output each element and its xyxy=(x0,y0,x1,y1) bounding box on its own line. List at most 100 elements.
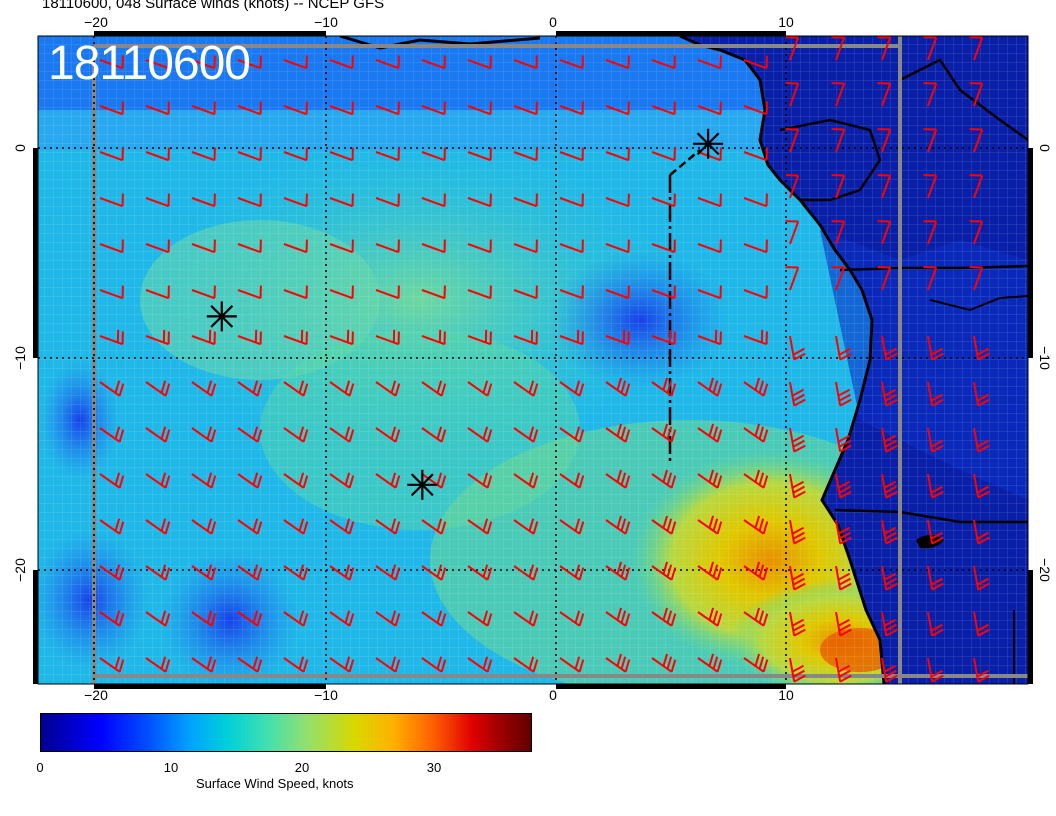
wind-barb xyxy=(789,335,806,361)
wind-barb xyxy=(605,607,631,627)
wind-barb xyxy=(467,147,492,162)
wind-barb xyxy=(329,55,354,70)
wind-barb xyxy=(375,285,400,300)
wind-barb xyxy=(927,381,944,407)
x-tick-label: −20 xyxy=(84,14,108,30)
wind-barb xyxy=(973,381,990,407)
wind-barb xyxy=(237,564,263,581)
wind-barb xyxy=(329,147,354,162)
wind-barb xyxy=(651,607,677,627)
wind-barb xyxy=(923,36,938,61)
wind-barb xyxy=(191,380,217,397)
wind-barb xyxy=(835,381,852,407)
wind-barb xyxy=(973,427,990,453)
wind-barb xyxy=(973,611,990,637)
wind-barb xyxy=(467,329,492,346)
wind-barb xyxy=(969,174,984,199)
colorbar-tick: 30 xyxy=(426,760,442,775)
wind-barb xyxy=(697,607,723,627)
wind-barb xyxy=(927,657,944,683)
track-marker-star xyxy=(407,469,438,500)
colorbar-tick: 0 xyxy=(36,760,44,775)
wind-barb xyxy=(697,469,723,489)
wind-barb xyxy=(237,193,262,208)
wind-barb xyxy=(421,610,447,627)
wind-barb xyxy=(467,610,493,627)
wind-barb xyxy=(973,565,990,591)
wind-barb xyxy=(421,472,447,489)
wind-barb xyxy=(329,101,354,116)
wind-barb xyxy=(99,193,124,208)
x-tick-label: −10 xyxy=(314,687,338,703)
wind-barb xyxy=(421,380,447,397)
wind-barb xyxy=(237,472,263,489)
wind-barb xyxy=(559,147,584,162)
wind-barb xyxy=(743,377,769,397)
wind-barb xyxy=(743,147,768,162)
wind-barb xyxy=(605,147,630,162)
wind-barb xyxy=(513,656,539,673)
wind-barb xyxy=(835,611,852,637)
wind-barb xyxy=(835,335,852,361)
track-marker-star xyxy=(206,301,237,332)
wind-barb xyxy=(375,239,400,254)
wind-barb xyxy=(191,55,216,70)
wind-barb xyxy=(831,266,846,291)
wind-barb xyxy=(467,285,492,300)
wind-barb xyxy=(697,193,722,208)
wind-barb xyxy=(969,36,984,61)
wind-barb xyxy=(559,239,584,254)
wind-barb xyxy=(923,220,938,245)
wind-barb xyxy=(421,101,446,116)
wind-barb xyxy=(923,82,938,107)
wind-barb xyxy=(237,656,263,673)
wind-barb xyxy=(375,426,401,443)
wind-barb xyxy=(99,564,125,581)
wind-barb xyxy=(375,55,400,70)
wind-barb xyxy=(785,82,800,107)
wind-barb xyxy=(99,55,124,70)
wind-barb xyxy=(789,381,806,407)
wind-barb xyxy=(237,101,262,116)
wind-barb xyxy=(969,266,984,291)
wind-barb xyxy=(785,174,800,199)
wind-barb xyxy=(99,518,125,535)
wind-barb xyxy=(145,610,171,627)
wind-barb xyxy=(877,220,892,245)
wind-barb xyxy=(835,473,852,499)
wind-barb xyxy=(375,329,400,346)
wind-barb xyxy=(831,128,846,153)
wind-barb xyxy=(513,426,539,443)
wind-barb xyxy=(559,193,584,208)
wind-barb xyxy=(467,380,493,397)
wind-barb xyxy=(329,426,355,443)
wind-barb xyxy=(145,380,171,397)
wind-barb xyxy=(605,515,631,535)
wind-barb xyxy=(99,147,124,162)
wind-barb xyxy=(881,381,898,407)
wind-barb xyxy=(743,515,769,535)
wind-barb xyxy=(743,101,768,116)
wind-barb xyxy=(283,656,309,673)
wind-barb xyxy=(375,472,401,489)
x-axis-top-labels: −20 −10 0 10 xyxy=(84,14,794,30)
y-axis-left-labels: 0 −10 −20 xyxy=(12,144,28,582)
wind-barb xyxy=(697,101,722,116)
wind-barb xyxy=(237,285,262,300)
track-marker-star xyxy=(693,128,724,159)
wind-barb xyxy=(973,473,990,499)
wind-barb xyxy=(969,220,984,245)
wind-barb xyxy=(145,285,170,300)
wind-barb xyxy=(283,426,309,443)
wind-barb xyxy=(927,335,944,361)
wind-barb xyxy=(651,147,676,162)
wind-barb xyxy=(329,518,355,535)
wind-barb xyxy=(923,128,938,153)
wind-barb xyxy=(651,423,677,443)
y-tick-label: −20 xyxy=(1037,558,1053,582)
wind-barb xyxy=(283,329,308,346)
wind-barb xyxy=(329,239,354,254)
wind-barb xyxy=(421,193,446,208)
wind-barb xyxy=(973,657,990,683)
wind-barb xyxy=(375,564,401,581)
